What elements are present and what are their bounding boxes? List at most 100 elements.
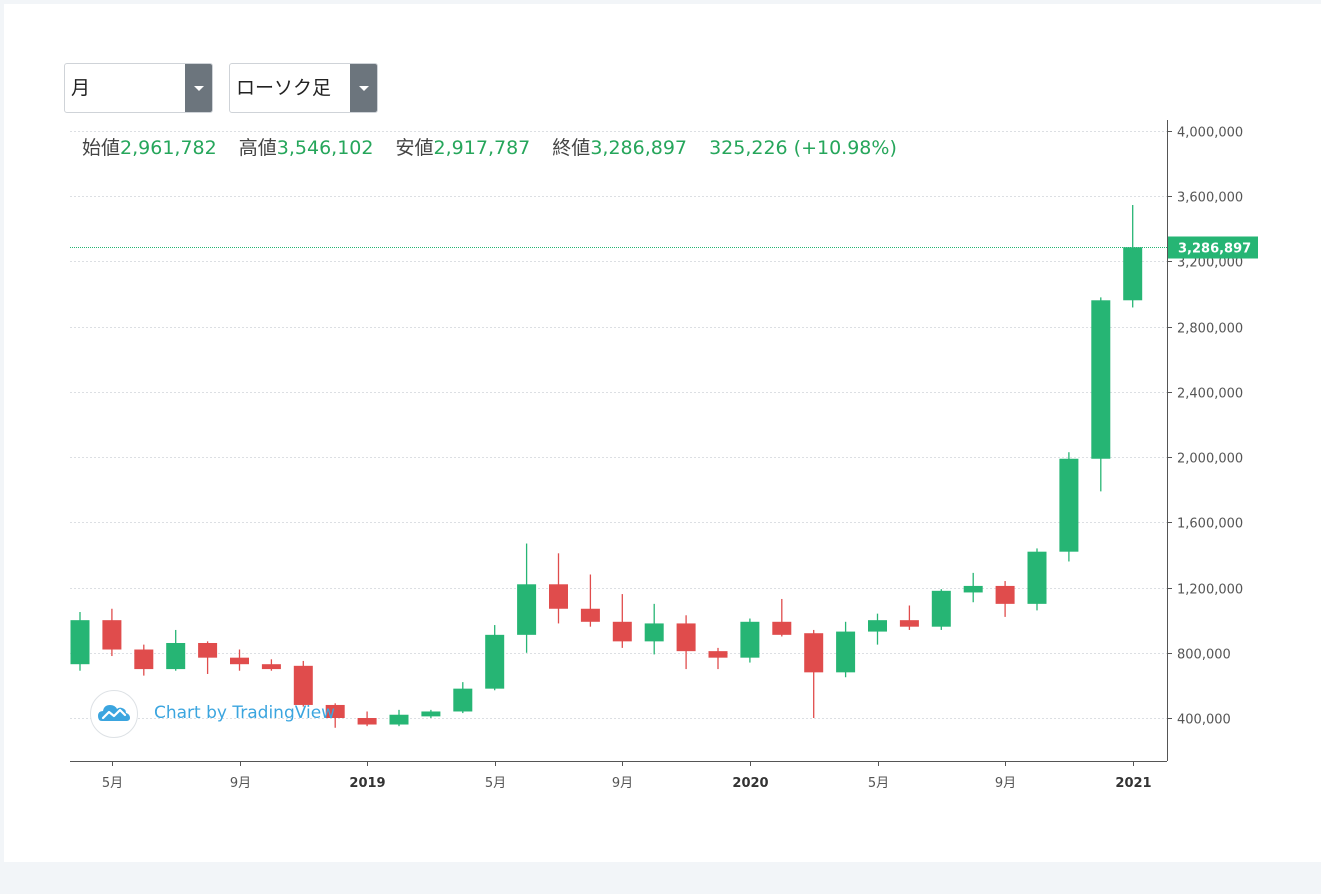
open-value: 2,961,782 <box>120 137 217 159</box>
candle-body <box>676 623 696 652</box>
candle-up <box>1027 548 1047 611</box>
candle-down <box>293 660 313 707</box>
candle-up <box>1123 205 1143 308</box>
high-label: 高値 <box>238 137 277 159</box>
candle-up <box>453 682 473 714</box>
y-tick-label: 400,000 <box>1177 713 1231 728</box>
candle-down <box>676 615 696 670</box>
y-tick-label: 3,600,000 <box>1177 191 1243 206</box>
candle-body <box>963 585 983 593</box>
candle-down <box>230 649 249 671</box>
watermark-text: Chart by TradingView <box>154 703 336 723</box>
candle-down <box>899 605 919 630</box>
candle-body <box>708 651 728 658</box>
candle-body <box>804 633 824 673</box>
y-tick-label: 4,000,000 <box>1177 126 1243 141</box>
chart-type-select-value: ローソク足 <box>236 77 332 99</box>
y-tick-label: 1,200,000 <box>1177 583 1243 598</box>
candle-down <box>804 629 824 718</box>
candle-body <box>485 634 505 689</box>
candle-body <box>899 620 919 627</box>
candle-body <box>772 621 792 635</box>
candle-up <box>1091 297 1111 492</box>
candle-up <box>485 625 505 691</box>
tradingview-logo <box>90 690 138 738</box>
candle-body <box>612 621 632 642</box>
change-value: 325,226 (+10.98%) <box>709 137 897 159</box>
y-tick-label: 2,400,000 <box>1177 387 1243 402</box>
candle-up <box>868 613 887 645</box>
candle-up <box>963 572 983 603</box>
candle-down <box>198 641 218 674</box>
x-tick-label: 5月 <box>485 776 506 791</box>
period-select-value: 月 <box>71 77 91 99</box>
x-tick-label: 9月 <box>995 776 1016 791</box>
candle-body <box>102 620 122 650</box>
candle-up <box>166 629 186 671</box>
candle-body <box>549 584 568 609</box>
candle-down <box>708 647 728 670</box>
candle-body <box>931 590 951 627</box>
candle-body <box>70 620 90 665</box>
candle-body <box>1123 247 1143 301</box>
close-label: 終値 <box>552 137 591 159</box>
ohlc-legend: 始値2,961,782 高値3,546,102 安値2,917,787 終値3,… <box>82 133 913 160</box>
candle-down <box>995 581 1015 617</box>
tradingview-cloud-icon <box>98 705 130 721</box>
candle-down <box>325 703 345 728</box>
chart-type-dropdown-button[interactable] <box>350 64 377 112</box>
candle-body <box>995 585 1015 604</box>
candle-body <box>166 642 186 670</box>
x-tick-label: 2019 <box>349 776 385 791</box>
period-select[interactable]: 月 <box>64 63 213 113</box>
y-tick-label: 2,800,000 <box>1177 322 1243 337</box>
candle-body <box>836 631 856 673</box>
candle-body <box>517 584 537 635</box>
chevron-down-icon <box>194 86 204 91</box>
x-tick-label: 5月 <box>868 776 889 791</box>
candle-up <box>740 618 760 663</box>
candle-down <box>580 574 600 627</box>
candle-up <box>644 603 664 655</box>
high-value: 3,546,102 <box>276 137 374 159</box>
last-price-label: 3,286,897 <box>1178 242 1251 257</box>
low-label: 安値 <box>395 137 434 159</box>
x-tick-label: 2020 <box>732 776 768 791</box>
period-dropdown-button[interactable] <box>185 64 212 112</box>
x-tick-label: 2021 <box>1115 776 1151 791</box>
candle-down <box>357 711 377 727</box>
candle-body <box>580 608 600 622</box>
candle-body <box>325 704 345 718</box>
candle-body <box>1091 300 1111 459</box>
candle-down <box>772 598 792 637</box>
y-tick-label: 3,200,000 <box>1177 256 1243 271</box>
candle-down <box>261 659 281 671</box>
candle-up <box>389 709 409 727</box>
candle-body <box>421 711 441 717</box>
chart-type-select[interactable]: ローソク足 <box>229 63 378 113</box>
candle-down <box>102 608 122 657</box>
x-tick-label: 5月 <box>102 776 123 791</box>
y-tick-label: 800,000 <box>1177 648 1231 663</box>
low-value: 2,917,787 <box>433 137 531 159</box>
candles <box>70 205 1143 728</box>
chevron-down-icon <box>359 86 369 91</box>
y-tick-label: 1,600,000 <box>1177 517 1243 532</box>
candle-body <box>644 623 664 642</box>
candle-up <box>931 589 951 630</box>
candle-body <box>198 642 218 658</box>
x-tick-label: 9月 <box>612 776 633 791</box>
candle-down <box>612 594 632 648</box>
candle-up <box>70 612 90 671</box>
candle-body <box>868 620 887 632</box>
candle-body <box>293 665 313 705</box>
y-tick-label: 2,000,000 <box>1177 452 1243 467</box>
candle-body <box>230 657 249 665</box>
candle-body <box>261 664 281 670</box>
axes: 400,000 800,000 1,200,000 1,600,000 2,000,00… <box>70 120 1243 791</box>
candle-down <box>549 553 568 624</box>
candle-body <box>1027 551 1047 604</box>
candle-up <box>421 709 441 718</box>
grid-lines <box>70 131 1167 719</box>
